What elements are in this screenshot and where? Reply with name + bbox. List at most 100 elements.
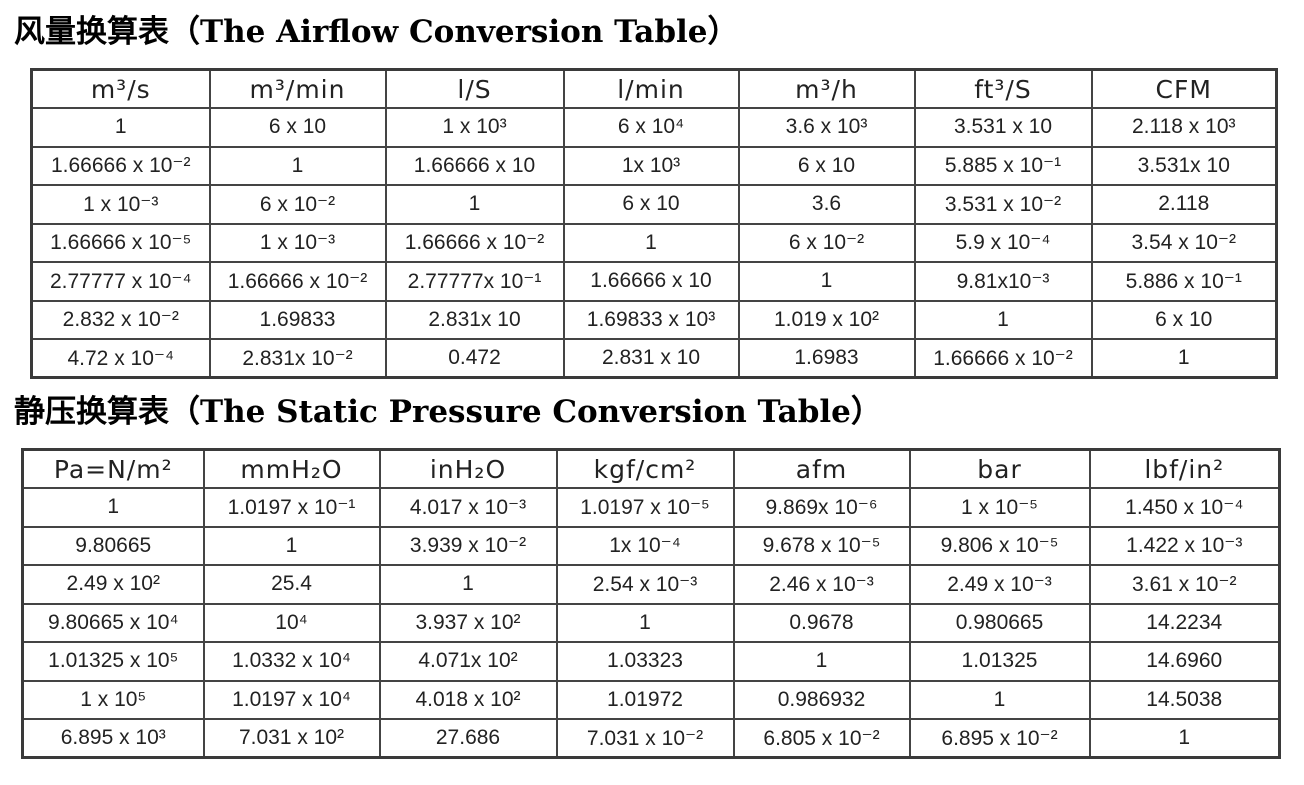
table-cell: 1: [202, 525, 381, 566]
table-cell: 1 x 10⁻⁵: [908, 487, 1091, 528]
table-cell: 5.9 x 10⁻⁴: [913, 222, 1093, 263]
table-cell: 1: [562, 222, 740, 263]
table-row: 1 x 10⁻³ 6 x 10⁻² 1 6 x 10 3.6 3.531 x 1…: [30, 184, 1278, 225]
table-cell: 1.422 x 10⁻³: [1088, 525, 1281, 566]
table-cell: 2.831x 10⁻²: [208, 338, 387, 379]
table-cell: 9.806 x 10⁻⁵: [908, 525, 1091, 566]
static-pressure-conversion-table: Pa=N/m² mmH₂O inH₂O kgf/cm² afm bar lbf/…: [21, 448, 1281, 759]
table-cell: 1: [555, 602, 735, 643]
table-row: 9.80665 x 10⁴ 10⁴ 3.937 x 10² 1 0.9678 0…: [21, 602, 1281, 643]
table-row: 2.77777 x 10⁻⁴ 1.66666 x 10⁻² 2.77777x 1…: [30, 261, 1278, 302]
table-cell: 1 x 10³: [384, 107, 565, 148]
column-header: bar: [908, 448, 1091, 489]
table-row: 1.66666 x 10⁻⁵ 1 x 10⁻³ 1.66666 x 10⁻² 1…: [30, 222, 1278, 263]
table-header-row: m³/s m³/min l/S l/min m³/h ft³/S CFM: [30, 68, 1278, 109]
table-cell: 1: [737, 261, 916, 302]
table-cell: 1.66666 x 10: [384, 145, 565, 186]
table-cell: 2.46 x 10⁻³: [732, 564, 911, 605]
table-cell: 0.472: [384, 338, 565, 379]
table-cell: 1: [384, 184, 565, 225]
table-cell: 4.018 x 10²: [378, 679, 558, 720]
table-cell: 1.66666 x 10: [562, 261, 740, 302]
table-cell: 9.869x 10⁻⁶: [732, 487, 911, 528]
table-cell: 1: [30, 107, 211, 148]
column-header: m³/min: [208, 68, 387, 109]
column-header: ft³/S: [913, 68, 1093, 109]
table-cell: 1.66666 x 10⁻²: [384, 222, 565, 263]
table-row: 1 1.0197 x 10⁻¹ 4.017 x 10⁻³ 1.0197 x 10…: [21, 487, 1281, 528]
table-cell: 1.01325 x 10⁵: [21, 641, 205, 682]
table-cell: 1.66666 x 10⁻⁵: [30, 222, 211, 263]
table-cell: 1.0332 x 10⁴: [202, 641, 381, 682]
airflow-conversion-table: m³/s m³/min l/S l/min m³/h ft³/S CFM 1 6…: [30, 68, 1278, 379]
table-cell: 1.6983: [737, 338, 916, 379]
table-cell: 3.939 x 10⁻²: [378, 525, 558, 566]
table-row: 1.01325 x 10⁵ 1.0332 x 10⁴ 4.071x 10² 1.…: [21, 641, 1281, 682]
table-cell: 3.937 x 10²: [378, 602, 558, 643]
table-cell: 1.66666 x 10⁻²: [30, 145, 211, 186]
table-cell: 0.986932: [732, 679, 911, 720]
table-cell: 4.017 x 10⁻³: [378, 487, 558, 528]
table-cell: 1x 10⁻⁴: [555, 525, 735, 566]
table-cell: 1 x 10⁵: [21, 679, 205, 720]
table-cell: 1: [21, 487, 205, 528]
column-header: Pa=N/m²: [21, 448, 205, 489]
table-cell: 3.531 x 10: [913, 107, 1093, 148]
table-cell: 2.831 x 10: [562, 338, 740, 379]
table-cell: 1.03323: [555, 641, 735, 682]
table-header-row: Pa=N/m² mmH₂O inH₂O kgf/cm² afm bar lbf/…: [21, 448, 1281, 489]
table-cell: 2.49 x 10²: [21, 564, 205, 605]
table-row: 4.72 x 10⁻⁴ 2.831x 10⁻² 0.472 2.831 x 10…: [30, 338, 1278, 379]
table-cell: 9.80665 x 10⁴: [21, 602, 205, 643]
table-cell: 6 x 10: [737, 145, 916, 186]
table-cell: 6 x 10: [562, 184, 740, 225]
table-cell: 4.071x 10²: [378, 641, 558, 682]
column-header: mmH₂O: [202, 448, 381, 489]
table-cell: 2.49 x 10⁻³: [908, 564, 1091, 605]
table-row: 1.66666 x 10⁻² 1 1.66666 x 10 1x 10³ 6 x…: [30, 145, 1278, 186]
table-cell: 1: [913, 299, 1093, 340]
table-cell: 1.0197 x 10⁻⁵: [555, 487, 735, 528]
table-cell: 4.72 x 10⁻⁴: [30, 338, 211, 379]
table-cell: 2.831x 10: [384, 299, 565, 340]
column-header: CFM: [1090, 68, 1278, 109]
column-header: l/S: [384, 68, 565, 109]
table-cell: 1.019 x 10²: [737, 299, 916, 340]
table-cell: 2.832 x 10⁻²: [30, 299, 211, 340]
table-cell: 2.77777x 10⁻¹: [384, 261, 565, 302]
table-cell: 6 x 10: [208, 107, 387, 148]
table-cell: 2.77777 x 10⁻⁴: [30, 261, 211, 302]
table-cell: 27.686: [378, 718, 558, 759]
table-cell: 1x 10³: [562, 145, 740, 186]
table-cell: 1: [1090, 338, 1278, 379]
table-cell: 6.895 x 10⁻²: [908, 718, 1091, 759]
column-header: l/min: [562, 68, 740, 109]
table-cell: 7.031 x 10²: [202, 718, 381, 759]
table-cell: 2.118 x 10³: [1090, 107, 1278, 148]
table-row: 2.49 x 10² 25.4 1 2.54 x 10⁻³ 2.46 x 10⁻…: [21, 564, 1281, 605]
table-cell: 7.031 x 10⁻²: [555, 718, 735, 759]
table-cell: 6.805 x 10⁻²: [732, 718, 911, 759]
table-cell: 1: [732, 641, 911, 682]
table-cell: 3.6 x 10³: [737, 107, 916, 148]
table-cell: 14.5038: [1088, 679, 1281, 720]
table-row: 9.80665 1 3.939 x 10⁻² 1x 10⁻⁴ 9.678 x 1…: [21, 525, 1281, 566]
table-cell: 9.80665: [21, 525, 205, 566]
table-cell: 1.0197 x 10⁻¹: [202, 487, 381, 528]
table-cell: 9.81x10⁻³: [913, 261, 1093, 302]
table-cell: 14.6960: [1088, 641, 1281, 682]
table-cell: 6 x 10⁴: [562, 107, 740, 148]
table-cell: 25.4: [202, 564, 381, 605]
table-cell: 1.69833: [208, 299, 387, 340]
table-cell: 3.61 x 10⁻²: [1088, 564, 1281, 605]
table-cell: 9.678 x 10⁻⁵: [732, 525, 911, 566]
column-header: lbf/in²: [1088, 448, 1281, 489]
table-row: 2.832 x 10⁻² 1.69833 2.831x 10 1.69833 x…: [30, 299, 1278, 340]
table-cell: 1.0197 x 10⁴: [202, 679, 381, 720]
table-cell: 1.450 x 10⁻⁴: [1088, 487, 1281, 528]
table-cell: 0.9678: [732, 602, 911, 643]
table-cell: 3.6: [737, 184, 916, 225]
table-cell: 6 x 10⁻²: [208, 184, 387, 225]
table-cell: 5.885 x 10⁻¹: [913, 145, 1093, 186]
table-cell: 6 x 10⁻²: [737, 222, 916, 263]
